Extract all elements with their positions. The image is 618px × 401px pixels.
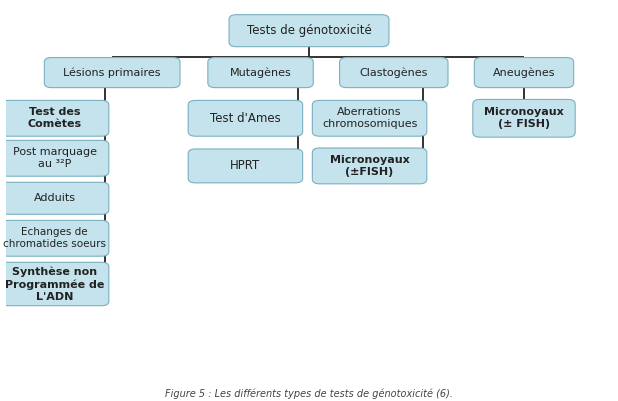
Text: Post marquage
au ³²P: Post marquage au ³²P: [12, 147, 96, 170]
Text: Synthèse non
Programmée de
L'ADN: Synthèse non Programmée de L'ADN: [5, 266, 104, 302]
FancyBboxPatch shape: [473, 99, 575, 137]
FancyBboxPatch shape: [312, 100, 427, 136]
FancyBboxPatch shape: [475, 57, 574, 88]
FancyBboxPatch shape: [312, 148, 427, 184]
FancyBboxPatch shape: [188, 100, 303, 136]
Text: Mutagènes: Mutagènes: [230, 67, 292, 78]
FancyBboxPatch shape: [208, 57, 313, 88]
Text: Aberrations
chromosomiques: Aberrations chromosomiques: [322, 107, 417, 130]
FancyBboxPatch shape: [1, 182, 109, 214]
FancyBboxPatch shape: [339, 57, 448, 88]
FancyBboxPatch shape: [1, 221, 109, 256]
Text: Adduits: Adduits: [33, 193, 75, 203]
Text: HPRT: HPRT: [231, 160, 261, 172]
Text: Micronoyaux
(±FISH): Micronoyaux (±FISH): [329, 155, 410, 177]
FancyBboxPatch shape: [44, 57, 180, 88]
FancyBboxPatch shape: [1, 140, 109, 176]
Text: Test des
Comètes: Test des Comètes: [28, 107, 82, 130]
Text: Test d'Ames: Test d'Ames: [210, 112, 281, 125]
FancyBboxPatch shape: [1, 100, 109, 136]
Text: Echanges de
chromatides soeurs: Echanges de chromatides soeurs: [3, 227, 106, 249]
Text: Lésions primaires: Lésions primaires: [64, 67, 161, 78]
Text: Figure 5 : Les différents types de tests de génotoxicité (6).: Figure 5 : Les différents types de tests…: [165, 389, 453, 399]
FancyBboxPatch shape: [188, 149, 303, 183]
Text: Aneugènes: Aneugènes: [493, 67, 555, 78]
Text: Clastogènes: Clastogènes: [360, 67, 428, 78]
Text: Tests de génotoxicité: Tests de génotoxicité: [247, 24, 371, 37]
FancyBboxPatch shape: [229, 15, 389, 47]
Text: Micronoyaux
(± FISH): Micronoyaux (± FISH): [484, 107, 564, 130]
FancyBboxPatch shape: [1, 262, 109, 306]
